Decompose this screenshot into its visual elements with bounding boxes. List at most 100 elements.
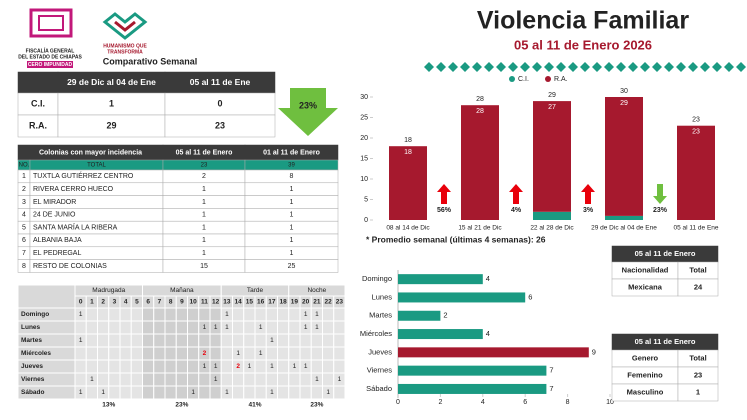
table-text: 1 — [290, 237, 294, 244]
bar-value: 23 — [692, 129, 700, 136]
subtitle: 05 al 11 de Enero 2026 — [514, 37, 652, 52]
table-text: EL MIRADOR — [33, 199, 76, 206]
table-text: 1 — [290, 250, 294, 257]
logo-mark — [29, 8, 73, 38]
heat-cell — [277, 359, 290, 374]
heat-cell — [175, 307, 188, 322]
heat-cell — [85, 346, 98, 361]
heat-cell — [232, 333, 245, 348]
bar-segment — [677, 125, 715, 220]
x-tick-label: 29 de Dic al 04 de Ene — [591, 225, 657, 232]
period-share: 13% — [102, 402, 115, 409]
decor — [676, 62, 686, 72]
heat-value: 1 — [259, 350, 263, 357]
period-share: 23% — [310, 402, 323, 409]
heat-cell — [220, 333, 233, 348]
heat-cell — [130, 385, 143, 400]
table-text: 0 — [217, 98, 222, 108]
hour-label: 16 — [257, 299, 265, 306]
heat-cell — [322, 333, 335, 348]
heat-cell — [142, 346, 155, 361]
heat-cell — [175, 346, 188, 361]
table-text: 1 — [109, 98, 114, 108]
heat-cell — [265, 320, 278, 335]
heat-cell — [175, 385, 188, 400]
heat-cell — [85, 359, 98, 374]
heat-cell — [232, 372, 245, 387]
table-cell — [75, 399, 143, 411]
heat-cell — [265, 346, 278, 361]
heat-cell — [108, 359, 121, 374]
hour-label: 13 — [223, 299, 231, 306]
heat-value: 1 — [214, 324, 218, 331]
table-text: R.A. — [29, 120, 47, 130]
table-cell — [221, 399, 289, 411]
heat-cell — [265, 372, 278, 387]
bar-total: 30 — [620, 88, 628, 95]
table-text: 4 — [22, 212, 26, 219]
heat-cell — [322, 346, 335, 361]
table-text: 1 — [202, 212, 206, 219]
table-text: Total — [689, 353, 706, 362]
table-text: 2 — [22, 186, 26, 193]
table-text: 25 — [288, 263, 296, 270]
table-text: 29 — [106, 120, 116, 130]
heat-value: 1 — [315, 311, 319, 318]
bar-value: 7 — [549, 366, 553, 375]
y-tick-label: Domingo — [362, 274, 392, 283]
bar-total: 28 — [476, 96, 484, 103]
heat-cell — [198, 385, 211, 400]
y-tick-label: 10 — [360, 176, 368, 183]
table-text: 23 — [201, 163, 208, 169]
logo-text: TRANSFORMA — [107, 49, 143, 55]
heat-cell — [142, 333, 155, 348]
table-text: 2 — [202, 173, 206, 180]
heat-cell — [265, 307, 278, 322]
heat-cell — [175, 359, 188, 374]
bar — [398, 383, 547, 394]
table-text: 8 — [22, 263, 26, 270]
period-share: 23% — [175, 402, 188, 409]
heat-cell — [130, 333, 143, 348]
heat-cell — [333, 385, 346, 400]
title: Violencia Familiar — [477, 7, 689, 35]
heat-value: 1 — [304, 324, 308, 331]
heat-cell — [288, 320, 301, 335]
decor — [712, 62, 722, 72]
table-text: Nacionalidad — [622, 265, 669, 274]
heat-cell — [232, 307, 245, 322]
heat-cell — [153, 333, 166, 348]
table-text: 1 — [202, 250, 206, 257]
x-tick-label: 22 al 28 de Dic — [530, 225, 574, 232]
heat-cell — [97, 307, 110, 322]
bar-total: 18 — [404, 137, 412, 144]
logo-text: CERO IMPUNIDAD — [28, 62, 73, 68]
y-tick-label: 25 — [360, 114, 368, 121]
hour-label: 19 — [291, 299, 299, 306]
day-label: Viernes — [21, 376, 45, 383]
heat-value: 1 — [203, 363, 207, 370]
heat-cell — [130, 320, 143, 335]
y-tick-label: Miércoles — [360, 329, 392, 338]
hour-label: 9 — [180, 299, 184, 306]
heat-value: 1 — [270, 389, 274, 396]
heat-cell — [288, 372, 301, 387]
bar-value: 2 — [443, 311, 447, 320]
heat-cell — [288, 385, 301, 400]
table-text: RIVERA CERRO HUECO — [33, 186, 114, 193]
heat-cell — [108, 372, 121, 387]
heat-cell — [209, 333, 222, 348]
heat-cell — [164, 346, 177, 361]
day-label: Domingo — [21, 311, 49, 318]
y-tick-label: Lunes — [372, 292, 393, 301]
hour-label: 5 — [135, 299, 139, 306]
day-label: Martes — [21, 337, 42, 344]
heat-cell — [153, 359, 166, 374]
heat-cell — [209, 346, 222, 361]
table-text: 23 — [694, 370, 702, 379]
heat-cell — [119, 346, 132, 361]
heat-cell — [175, 320, 188, 335]
bar-total: 23 — [692, 117, 700, 124]
trend-arrow — [509, 184, 523, 204]
heat-cell — [164, 320, 177, 335]
